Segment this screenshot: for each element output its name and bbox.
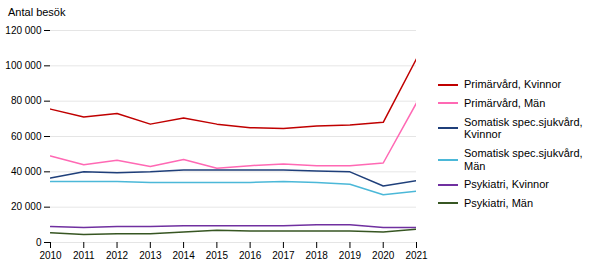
svg-text:2020: 2020 <box>372 250 395 261</box>
svg-text:40 000: 40 000 <box>11 166 42 177</box>
svg-text:2015: 2015 <box>206 250 229 261</box>
html-text:Somatisk spec.sjukvård, Kvinno: Somatisk spec.sjukvård, Kvinnor <box>464 115 583 141</box>
html-text:Somatisk spec.sjukvård, Män: Somatisk spec.sjukvård, Män <box>464 147 583 172</box>
svg-text:2016: 2016 <box>239 250 262 261</box>
html-text:Psykiatri, Kvinnor: Psykiatri, Kvinnor <box>464 178 549 191</box>
svg-text:20 000: 20 000 <box>11 201 42 212</box>
html-text:Primärvård, Män: Primärvård, Män <box>464 97 546 110</box>
svg-text:80 000: 80 000 <box>11 95 42 106</box>
html-text:Primärvård, Kvinnor: Primärvård, Kvinnor <box>464 78 562 91</box>
svg-text:0: 0 <box>36 237 42 248</box>
svg-text:2012: 2012 <box>106 250 129 261</box>
svg-text:2017: 2017 <box>272 250 295 261</box>
svg-text:60 000: 60 000 <box>11 131 42 142</box>
svg-text:2013: 2013 <box>139 250 162 261</box>
svg-text:2010: 2010 <box>39 250 62 261</box>
svg-text:2018: 2018 <box>306 250 329 261</box>
svg-text:120 000: 120 000 <box>5 25 42 36</box>
html-text:Antal besök: Antal besök <box>8 6 66 18</box>
svg-text:2011: 2011 <box>73 250 95 261</box>
svg-text:2021: 2021 <box>405 250 428 261</box>
svg-text:2019: 2019 <box>339 250 362 261</box>
html-text:Psykiatri, Män: Psykiatri, Män <box>464 196 534 209</box>
svg-text:2014: 2014 <box>172 250 195 261</box>
svg-text:100 000: 100 000 <box>5 60 42 71</box>
